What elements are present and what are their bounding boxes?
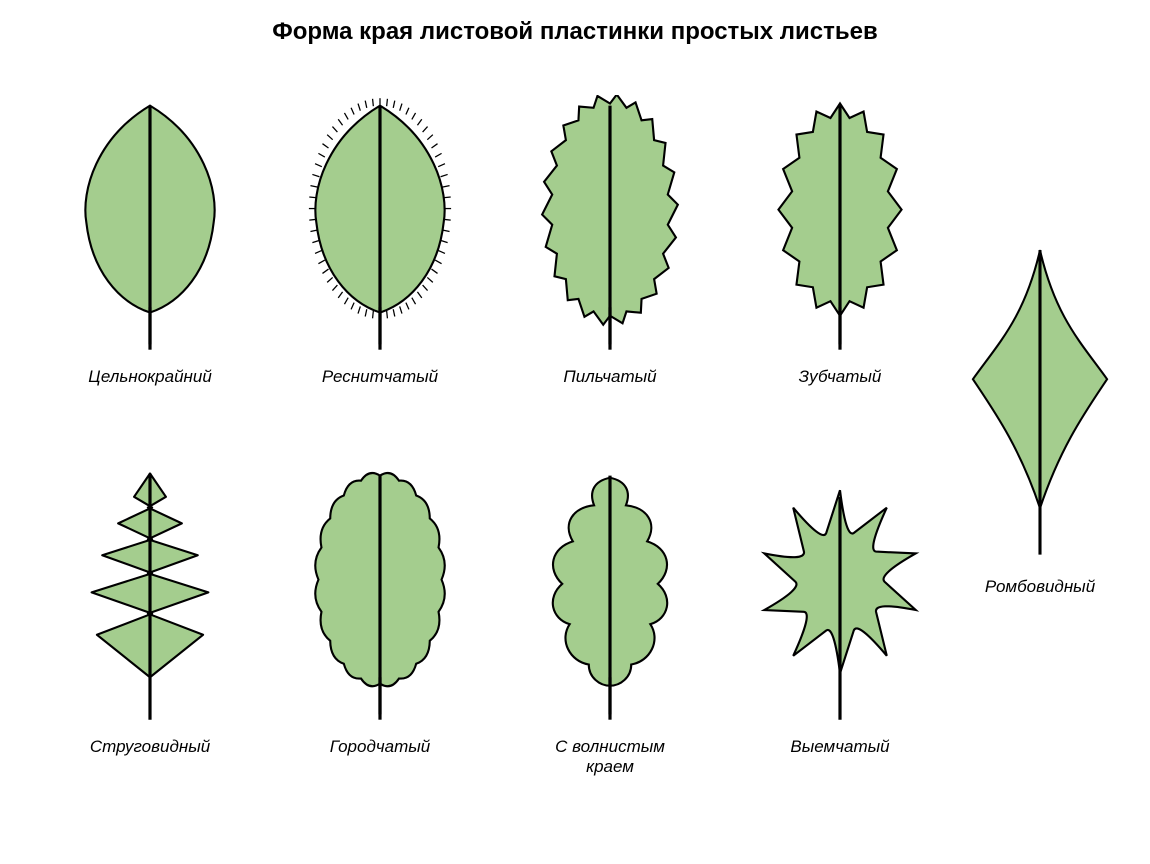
leaf-caption-sinuate: Выемчатый	[790, 737, 889, 757]
leaf-svg-rhomboid	[950, 245, 1130, 565]
leaf-svg-entire	[60, 95, 240, 355]
leaf-svg-serrate	[520, 95, 700, 355]
leaf-undulate: С волнистымкраем	[520, 465, 700, 776]
leaf-ciliate: Реснитчатый	[290, 95, 470, 387]
leaf-dentate: Зубчатый	[750, 95, 930, 387]
leaf-rhomboid: Ромбовидный	[950, 245, 1130, 597]
leaf-caption-entire: Цельнокрайний	[88, 367, 212, 387]
leaf-caption-undulate: С волнистымкраем	[555, 737, 665, 776]
leaf-svg-dentate	[750, 95, 930, 355]
leaf-crenate: Городчатый	[290, 465, 470, 757]
leaf-svg-runcinate	[60, 465, 240, 725]
leaf-caption-crenate: Городчатый	[330, 737, 430, 757]
leaf-caption-dentate: Зубчатый	[799, 367, 882, 387]
leaf-svg-undulate	[520, 465, 700, 725]
leaf-grid: Цельнокрайний Реснитчатый Пильчатый Зубчаты…	[25, 95, 1125, 854]
leaf-serrate: Пильчатый	[520, 95, 700, 387]
leaf-svg-ciliate	[290, 95, 470, 355]
leaf-entire: Цельнокрайний	[60, 95, 240, 387]
leaf-runcinate: Струговидный	[60, 465, 240, 757]
leaf-caption-runcinate: Струговидный	[90, 737, 210, 757]
leaf-caption-rhomboid: Ромбовидный	[985, 577, 1095, 597]
leaf-svg-sinuate	[750, 465, 930, 725]
leaf-caption-serrate: Пильчатый	[563, 367, 656, 387]
leaf-caption-ciliate: Реснитчатый	[322, 367, 438, 387]
page-title: Форма края листовой пластинки простых ли…	[0, 18, 1150, 46]
leaf-svg-crenate	[290, 465, 470, 725]
leaf-sinuate: Выемчатый	[750, 465, 930, 757]
